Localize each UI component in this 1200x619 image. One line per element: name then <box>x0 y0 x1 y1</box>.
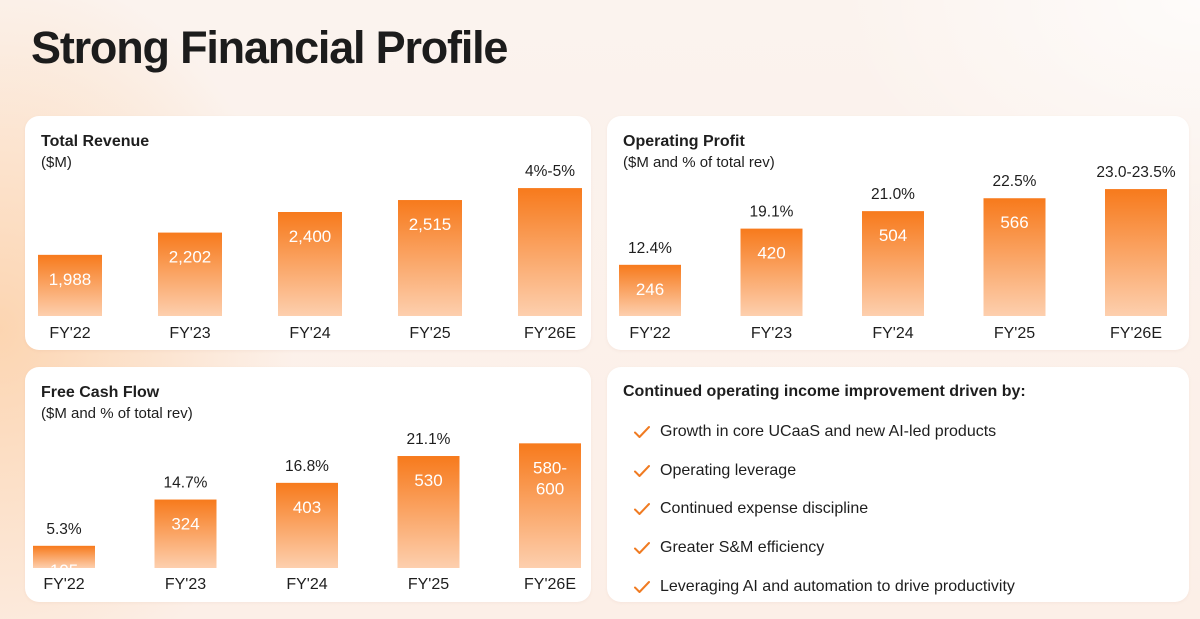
fcf-x-tick-label: FY'22 <box>43 576 84 593</box>
drivers-card: Continued operating income improvement d… <box>607 367 1189 602</box>
profit-bar <box>740 228 803 316</box>
revenue-bar-value-label: 2,202 <box>169 248 212 267</box>
revenue-bar-value-label: 1,988 <box>49 270 92 289</box>
page-title: Strong Financial Profile <box>31 22 508 73</box>
driver-item: Growth in core UCaaS and new AI-led prod… <box>633 423 996 441</box>
profit-bar <box>619 264 681 316</box>
profit-bar <box>1105 189 1167 316</box>
profit-bar <box>862 211 924 316</box>
fcf-x-tick-label: FY'25 <box>408 576 449 593</box>
profit-bar-top-label: 12.4% <box>628 240 672 257</box>
revenue-x-tick-label: FY'22 <box>49 325 90 342</box>
fcf-bar-value-label: 580-600 <box>533 458 567 498</box>
revenue-x-tick-label: FY'25 <box>409 325 450 342</box>
revenue-bar <box>38 254 102 316</box>
fcf-bar-top-label: 5.3% <box>46 521 82 538</box>
fcf-bar <box>276 482 338 568</box>
revenue-bar-top-label: 4%-5% <box>525 163 575 180</box>
revenue-bar <box>158 232 222 316</box>
profit-bar-top-label: 23.0-23.5% <box>1096 164 1175 181</box>
check-icon <box>634 426 650 438</box>
revenue-chart-title: Total Revenue <box>41 133 150 150</box>
revenue-bar-value-label: 2,400 <box>289 227 332 246</box>
profit-bar-value-label: 504 <box>879 226 907 245</box>
profit-bar-top-label: 19.1% <box>750 204 794 221</box>
profit-bar-value-label: 420 <box>757 244 785 263</box>
fcf-x-tick-label: FY'23 <box>165 576 206 593</box>
driver-item-label: Operating leverage <box>660 461 797 479</box>
profit-x-tick-label: FY'25 <box>994 325 1035 342</box>
profit-x-tick-label: FY'24 <box>872 325 913 342</box>
fcf-chart-title: Free Cash Flow <box>41 384 160 401</box>
fcf-bar <box>397 456 460 568</box>
fcf-bar-top-label: 16.8% <box>285 458 329 475</box>
fcf-bar-top-label: 14.7% <box>164 475 208 492</box>
profit-bar-value-label: 566 <box>1000 213 1028 232</box>
revenue-chart-subtitle: ($M) <box>41 154 72 171</box>
free-cash-flow-bar-chart: 105 5.3% FY'22 324 14.7% FY'23 403 16.8% FY'24 53… <box>33 431 581 593</box>
fcf-bar <box>519 443 581 568</box>
profit-x-tick-label: FY'26E <box>1110 325 1162 342</box>
revenue-bar <box>398 200 462 316</box>
driver-item-label: Growth in core UCaaS and new AI-led prod… <box>660 423 997 440</box>
profit-x-tick-label: FY'23 <box>751 325 792 342</box>
check-icon <box>634 503 650 516</box>
drivers-list: Growth in core UCaaS and new AI-led prod… <box>607 367 1189 602</box>
operating-profit-bar-chart: 246 12.4% FY'22 420 19.1% FY'23 504 21.0% FY'24 5… <box>619 164 1176 342</box>
revenue-x-tick-label: FY'23 <box>169 325 210 342</box>
drivers-title: Continued operating income improvement d… <box>623 383 1026 400</box>
operating-profit-chart-card: Operating Profit ($M and % of total rev)… <box>607 116 1189 350</box>
fcf-chart-subtitle: ($M and % of total rev) <box>41 405 193 422</box>
revenue-bar-value-label: 2,515 <box>409 215 452 234</box>
fcf-bar-top-label: 21.1% <box>407 431 451 448</box>
fcf-x-tick-label: FY'24 <box>286 576 327 593</box>
check-icon <box>634 464 650 477</box>
driver-item: Continued expense discipline <box>633 500 868 518</box>
check-icon <box>634 542 650 555</box>
driver-item: Greater S&M efficiency <box>633 539 824 557</box>
driver-item-label: Leveraging AI and automation to drive pr… <box>660 577 1015 595</box>
driver-item: Operating leverage <box>633 462 796 480</box>
fcf-bar <box>33 545 95 568</box>
profit-x-tick-label: FY'22 <box>629 325 670 342</box>
revenue-bar <box>278 212 342 316</box>
driver-item-label: Greater S&M efficiency <box>660 539 825 557</box>
profit-bar-top-label: 22.5% <box>993 173 1037 190</box>
fcf-bar-value-label: 403 <box>293 498 321 517</box>
profit-chart-title: Operating Profit <box>623 133 745 150</box>
fcf-bar-value-label: 324 <box>171 515 199 534</box>
driver-item-label: Continued expense discipline <box>660 500 869 518</box>
profit-bar-value-label: 246 <box>636 280 664 299</box>
profit-chart-subtitle: ($M and % of total rev) <box>623 154 775 171</box>
driver-item: Leveraging AI and automation to drive pr… <box>633 578 1015 596</box>
revenue-bar <box>518 188 582 316</box>
revenue-chart-card: Total Revenue ($M) 1,988 FY'22 2,202 FY'23 2… <box>25 116 591 350</box>
fcf-x-tick-label: FY'26E <box>524 576 576 593</box>
fcf-bar-value-label: 530 <box>414 471 442 490</box>
profit-bar <box>983 198 1046 316</box>
fcf-bar-value-label: 105 <box>50 561 78 580</box>
profit-bar-top-label: 21.0% <box>871 186 915 203</box>
free-cash-flow-chart-card: Free Cash Flow ($M and % of total rev) 1… <box>25 367 591 602</box>
revenue-x-tick-label: FY'24 <box>289 325 330 342</box>
revenue-bar-chart: 1,988 FY'22 2,202 FY'23 2,400 FY'24 2,515 FY'25… <box>38 163 582 342</box>
check-icon <box>634 580 650 593</box>
fcf-bar <box>154 499 217 568</box>
revenue-x-tick-label: FY'26E <box>524 325 576 342</box>
